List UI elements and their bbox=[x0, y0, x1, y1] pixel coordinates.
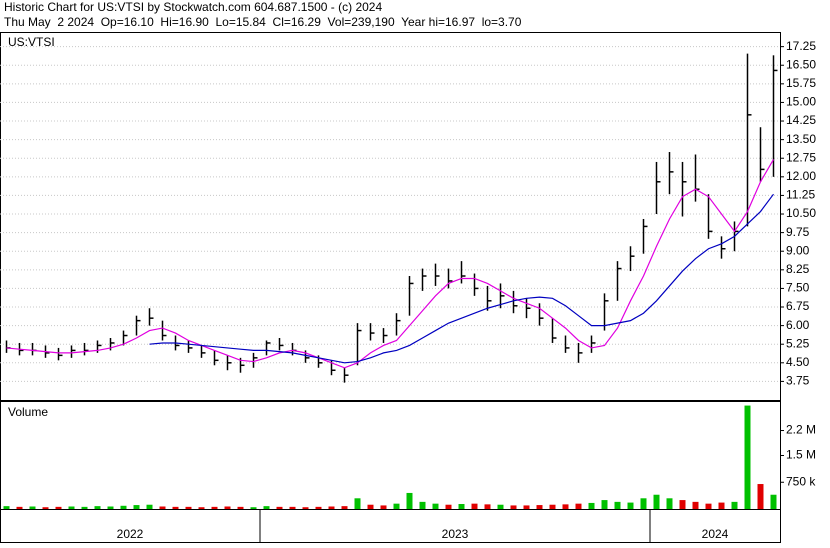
volume-bar bbox=[575, 503, 582, 509]
y-tick-label: 15.75 bbox=[786, 76, 816, 90]
y-tick-label: 17.25 bbox=[786, 39, 816, 53]
volume-bar bbox=[276, 506, 283, 509]
volume-bar bbox=[393, 503, 400, 509]
volume-label: Volume bbox=[8, 405, 48, 419]
volume-bar bbox=[224, 506, 231, 509]
volume-bar bbox=[588, 502, 595, 509]
volume-bar bbox=[757, 484, 764, 509]
volume-bar bbox=[484, 504, 491, 509]
volume-bar bbox=[172, 506, 179, 509]
price-frame bbox=[0, 32, 781, 401]
volume-bar bbox=[328, 506, 335, 509]
volume-bar bbox=[211, 506, 218, 509]
volume-bar bbox=[159, 506, 166, 509]
y-tick-label: 5.25 bbox=[786, 336, 810, 350]
y-tick-label: 6.75 bbox=[786, 299, 810, 313]
volume-bar bbox=[614, 501, 621, 509]
volume-bar bbox=[16, 506, 23, 509]
y-tick-label: 10.50 bbox=[786, 206, 816, 220]
volume-bar bbox=[3, 506, 10, 509]
volume-bar bbox=[354, 498, 361, 509]
volume-bar bbox=[497, 504, 504, 509]
volume-bar bbox=[640, 498, 647, 509]
volume-bar bbox=[341, 506, 348, 509]
volume-bar bbox=[406, 492, 413, 509]
volume-bar bbox=[250, 507, 257, 509]
y-tick-label: 3.75 bbox=[786, 374, 810, 388]
y-tick-label: 4.50 bbox=[786, 355, 810, 369]
header-title: Historic Chart for US:VTSI by Stockwatch… bbox=[4, 0, 382, 14]
volume-bar bbox=[627, 502, 634, 509]
volume-bar bbox=[510, 505, 517, 509]
year-label: 2023 bbox=[442, 527, 469, 541]
y-tick-label: 11.25 bbox=[786, 188, 815, 202]
volume-bar bbox=[419, 501, 426, 509]
volume-bar bbox=[770, 494, 777, 509]
volume-bar bbox=[445, 504, 452, 509]
volume-bar bbox=[367, 504, 374, 509]
volume-bar bbox=[679, 500, 686, 509]
y-tick-label: 12.75 bbox=[786, 150, 816, 164]
volume-bar bbox=[536, 505, 543, 509]
y-tick-label: 13.50 bbox=[786, 132, 816, 146]
volume-bar bbox=[731, 501, 738, 509]
volume-bar bbox=[549, 504, 556, 509]
volume-bar bbox=[263, 506, 270, 509]
header-info: Thu May 2 2024 Op=16.10 Hi=16.90 Lo=15.8… bbox=[4, 15, 522, 29]
y-tick-label: 9.00 bbox=[786, 243, 810, 257]
volume-bar bbox=[133, 505, 140, 509]
volume-bar bbox=[107, 506, 114, 509]
y-tick-label: 750 k bbox=[786, 474, 816, 488]
volume-bar bbox=[471, 503, 478, 509]
volume-bar bbox=[653, 494, 660, 509]
volume-bar bbox=[601, 500, 608, 509]
y-tick-label: 12.00 bbox=[786, 169, 816, 183]
volume-bar bbox=[146, 504, 153, 509]
volume-bar bbox=[315, 506, 322, 509]
volume-bar bbox=[523, 505, 530, 509]
y-tick-label: 9.75 bbox=[786, 225, 810, 239]
volume-bar bbox=[692, 501, 699, 509]
year-label: 2022 bbox=[117, 527, 144, 541]
volume-bar bbox=[198, 507, 205, 509]
volume-bar bbox=[237, 506, 244, 509]
volume-bar bbox=[744, 405, 751, 509]
moving-average bbox=[149, 193, 774, 364]
volume-bar bbox=[302, 507, 309, 509]
y-tick-label: 1.5 M bbox=[786, 448, 816, 462]
volume-bar bbox=[42, 507, 49, 509]
y-tick-label: 14.25 bbox=[786, 113, 816, 127]
volume-bar bbox=[562, 504, 569, 509]
volume-bar bbox=[185, 506, 192, 509]
volume-bar bbox=[94, 506, 101, 509]
volume-bar bbox=[718, 502, 725, 509]
y-tick-label: 8.25 bbox=[786, 262, 810, 276]
price-label: US:VTSI bbox=[8, 35, 55, 49]
volume-bar bbox=[29, 506, 36, 509]
y-tick-label: 15.00 bbox=[786, 95, 816, 109]
y-tick-label: 2.2 M bbox=[786, 423, 816, 437]
volume-bar bbox=[55, 506, 62, 509]
year-label: 2024 bbox=[702, 527, 729, 541]
volume-bar bbox=[380, 505, 387, 509]
y-tick-label: 6.00 bbox=[786, 318, 810, 332]
y-tick-label: 7.50 bbox=[786, 281, 810, 295]
moving-average bbox=[6, 159, 775, 369]
volume-bar bbox=[68, 506, 75, 509]
volume-bar bbox=[81, 506, 88, 509]
volume-bar bbox=[705, 503, 712, 509]
volume-bar bbox=[120, 505, 127, 509]
y-tick-label: 16.50 bbox=[786, 57, 816, 71]
volume-bar bbox=[666, 498, 673, 509]
volume-bar bbox=[289, 506, 296, 509]
volume-bar bbox=[432, 503, 439, 509]
volume-bar bbox=[458, 504, 465, 509]
